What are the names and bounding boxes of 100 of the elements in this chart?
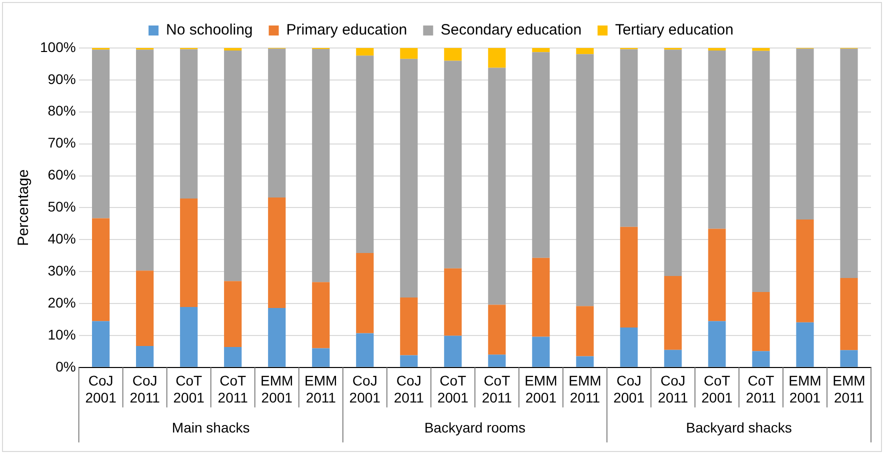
bar bbox=[708, 50, 726, 229]
x-tick-label: EMM 2011 bbox=[568, 372, 602, 406]
x-tick-label: CoJ 2011 bbox=[130, 372, 160, 406]
bar bbox=[576, 306, 594, 356]
bar bbox=[224, 281, 242, 347]
bar bbox=[840, 278, 858, 350]
x-tick-label: EMM 2001 bbox=[788, 372, 822, 406]
bar bbox=[400, 297, 418, 356]
bar bbox=[136, 50, 154, 271]
bar bbox=[180, 49, 198, 198]
x-tick-label: CoT 2011 bbox=[746, 372, 776, 406]
text: Backyard rooms bbox=[424, 419, 526, 436]
legend-label: Secondary education bbox=[440, 22, 582, 39]
y-tick-label: 60% bbox=[48, 166, 76, 183]
x-tick-label: CoT 2011 bbox=[482, 372, 512, 406]
bar bbox=[664, 350, 682, 367]
y-tick-label: 20% bbox=[48, 294, 76, 310]
bar bbox=[620, 226, 638, 328]
bar bbox=[224, 48, 242, 51]
bar bbox=[136, 270, 154, 346]
bar bbox=[752, 351, 770, 367]
x-tick-label: CoJ 2001 bbox=[349, 372, 381, 406]
bar bbox=[180, 198, 198, 308]
x-tick-label: CoT 2001 bbox=[173, 372, 205, 406]
bar bbox=[136, 346, 154, 367]
bar bbox=[488, 304, 506, 355]
bar bbox=[444, 268, 462, 336]
y-axis-title: Percentage bbox=[15, 169, 32, 246]
y-tick-label: 0% bbox=[56, 358, 76, 374]
bar bbox=[488, 48, 506, 68]
bar bbox=[92, 50, 110, 218]
bar bbox=[224, 346, 242, 367]
bar bbox=[708, 321, 726, 367]
bar bbox=[796, 322, 814, 367]
x-tick-label: CoJ 2001 bbox=[613, 372, 645, 406]
bar bbox=[400, 48, 418, 59]
bar bbox=[400, 58, 418, 298]
x-tick-label: CoT 2001 bbox=[437, 372, 469, 406]
bar bbox=[488, 68, 506, 305]
bar bbox=[752, 292, 770, 352]
bar bbox=[312, 282, 330, 348]
bar bbox=[576, 356, 594, 367]
y-tick-label: 80% bbox=[48, 102, 76, 119]
y-tick-label: 40% bbox=[48, 230, 76, 246]
bar bbox=[92, 321, 110, 367]
bar bbox=[840, 48, 858, 278]
bar bbox=[356, 253, 374, 334]
legend-label: Tertiary education bbox=[615, 22, 734, 39]
bar bbox=[708, 228, 726, 322]
x-tick-label: EMM 2011 bbox=[832, 372, 866, 406]
bar bbox=[620, 49, 638, 227]
y-tick-label: 70% bbox=[48, 134, 76, 151]
bar bbox=[532, 336, 550, 367]
bar bbox=[620, 327, 638, 367]
bar bbox=[752, 48, 770, 51]
bar bbox=[796, 48, 814, 220]
bar bbox=[532, 52, 550, 258]
bar bbox=[576, 54, 594, 306]
text: Backyard shacks bbox=[686, 419, 792, 436]
bar bbox=[268, 308, 286, 367]
bar bbox=[268, 48, 286, 198]
bar bbox=[224, 50, 242, 282]
bar bbox=[444, 48, 462, 61]
bar bbox=[268, 197, 286, 308]
y-tick-label: 10% bbox=[48, 326, 76, 342]
bar bbox=[180, 307, 198, 367]
bar bbox=[356, 48, 374, 56]
bar bbox=[708, 48, 726, 51]
y-tick-label: 50% bbox=[48, 198, 76, 215]
x-tick-label: CoT 2011 bbox=[218, 372, 248, 406]
bar bbox=[400, 355, 418, 367]
x-tick-label: CoJ 2011 bbox=[394, 372, 424, 406]
x-tick-label: EMM 2001 bbox=[260, 372, 294, 406]
bar bbox=[356, 56, 374, 254]
bar bbox=[92, 218, 110, 322]
bar bbox=[532, 48, 550, 52]
bar bbox=[576, 48, 594, 54]
y-tick-label: 90% bbox=[48, 70, 76, 87]
bar bbox=[664, 276, 682, 350]
bar bbox=[664, 50, 682, 276]
bar bbox=[488, 354, 506, 367]
bar bbox=[444, 60, 462, 268]
bar bbox=[532, 258, 550, 337]
bar bbox=[752, 50, 770, 292]
y-tick-label: 30% bbox=[48, 262, 76, 278]
x-tick-label: CoJ 2001 bbox=[85, 372, 117, 406]
x-tick-label: CoJ 2011 bbox=[658, 372, 688, 406]
y-tick-label: 100% bbox=[40, 38, 76, 55]
bar bbox=[312, 48, 330, 282]
bar bbox=[444, 336, 462, 367]
x-tick-label: CoT 2001 bbox=[701, 372, 733, 406]
text: Main shacks bbox=[172, 419, 250, 436]
legend-label: No schooling bbox=[166, 22, 253, 39]
x-tick-label: EMM 2001 bbox=[524, 372, 558, 406]
x-tick-label: EMM 2011 bbox=[304, 372, 338, 406]
bar bbox=[796, 220, 814, 322]
bar bbox=[840, 350, 858, 367]
legend-label: Primary education bbox=[286, 22, 408, 39]
bar bbox=[356, 333, 374, 367]
bar bbox=[312, 348, 330, 367]
